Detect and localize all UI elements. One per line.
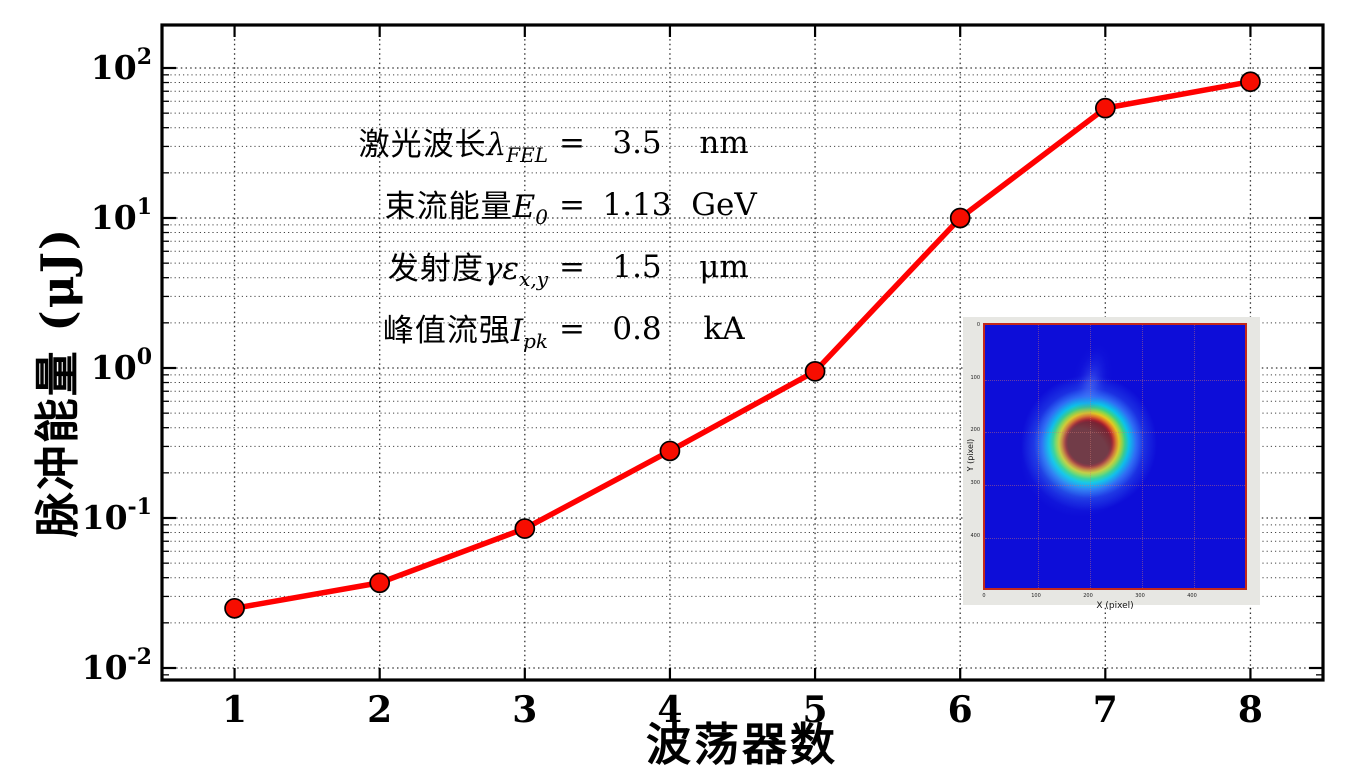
inset-x-tick-label: 100 — [1031, 593, 1041, 599]
inset-y-tick-label: 0 — [976, 322, 980, 328]
annotation-unit: GeV — [691, 187, 757, 223]
plot-frame — [160, 23, 1325, 682]
data-point-marker — [804, 360, 826, 382]
inset-x-tick-label: 200 — [1083, 593, 1093, 599]
annotation-label: 峰值流强Ipk — [382, 313, 548, 353]
x-tick-label: 6 — [948, 689, 973, 731]
data-point-marker — [949, 207, 971, 229]
data-point-marker — [369, 572, 391, 594]
y-tick-label: 100 — [91, 344, 152, 387]
data-point-marker — [1240, 71, 1261, 93]
x-tick-label: 7 — [1093, 689, 1118, 731]
annotation-row: 激光波长λFEL = 3.5 nm — [276, 112, 770, 174]
inset-gridline — [1038, 325, 1039, 588]
inset-gridline — [985, 432, 1245, 434]
annotation-equals: = — [559, 125, 585, 161]
annotation-equals: = — [559, 187, 585, 223]
annotation-row: 峰值流强Ipk = 0.8 kA — [276, 298, 770, 360]
inset-gridline — [1090, 325, 1091, 588]
x-tick-label: 8 — [1238, 689, 1263, 731]
y-tick-label: 10-1 — [82, 494, 152, 537]
inset-gridline — [1194, 325, 1195, 588]
inset-y-tick-label: 400 — [970, 532, 980, 539]
annotation-equals: = — [559, 249, 585, 285]
data-point-marker — [659, 440, 681, 462]
x-tick-label: 3 — [512, 689, 537, 731]
inset-y-tick-label: 300 — [970, 480, 980, 487]
annotation-unit: nm — [699, 125, 749, 161]
annotation-label: 束流能量E0 — [384, 189, 548, 229]
inset-x-tick-label: 300 — [1135, 593, 1145, 599]
y-tick-label: 101 — [91, 194, 152, 237]
data-point-marker — [514, 518, 536, 539]
data-point-marker — [224, 597, 245, 619]
inset-y-tick-label: 100 — [970, 374, 980, 381]
annotation-value: 1.5 — [612, 249, 662, 285]
inset-gridline — [985, 485, 1245, 487]
annotation-unit: μm — [699, 249, 749, 285]
beam-profile-inset: X (pixel) Y (pixel) 0 100 200 300 400 0 100 200… — [963, 317, 1260, 611]
inset-x-axis-title: X (pixel) — [1096, 601, 1134, 611]
x-tick-label: 1 — [222, 689, 247, 731]
y-axis-title: 脉冲能量 (μJ) — [31, 226, 84, 538]
inset-x-tick-label: 0 — [982, 593, 986, 599]
annotation-value: 0.8 — [612, 311, 662, 347]
beam-profile-image — [983, 323, 1247, 590]
x-tick-label: 5 — [803, 689, 828, 731]
data-point-marker — [1094, 97, 1116, 119]
y-tick-label: 10-2 — [82, 644, 152, 687]
annotation-equals: = — [559, 311, 585, 347]
annotation-row: 束流能量E0 = 1.13 GeV — [276, 174, 770, 236]
annotation-value: 1.13 — [602, 187, 672, 223]
inset-x-tick-label: 400 — [1187, 593, 1197, 599]
x-axis-title: 波荡器数 — [645, 718, 838, 771]
inset-gridline — [985, 537, 1245, 539]
annotation-label: 发射度γεx,y — [387, 251, 548, 291]
annotation-label: 激光波长λFEL — [358, 127, 548, 167]
inset-gridline — [1142, 325, 1143, 588]
x-tick-label: 2 — [367, 689, 392, 731]
inset-y-tick-label: 200 — [970, 427, 980, 434]
annotation-row: 发射度γεx,y = 1.5 μm — [276, 236, 770, 298]
beam-spot — [985, 325, 1245, 588]
annotation-unit: kA — [703, 311, 745, 347]
annotation-value: 3.5 — [612, 125, 662, 161]
parameter-annotations: 激光波长λFEL = 3.5 nm 束流能量E0 = 1.13 GeV 发射度γεx,y = 1.5… — [276, 112, 770, 360]
y-tick-label: 102 — [91, 44, 152, 87]
inset-gridline — [985, 379, 1245, 381]
data-line — [231, 78, 1254, 612]
x-tick-label: 4 — [657, 689, 682, 731]
